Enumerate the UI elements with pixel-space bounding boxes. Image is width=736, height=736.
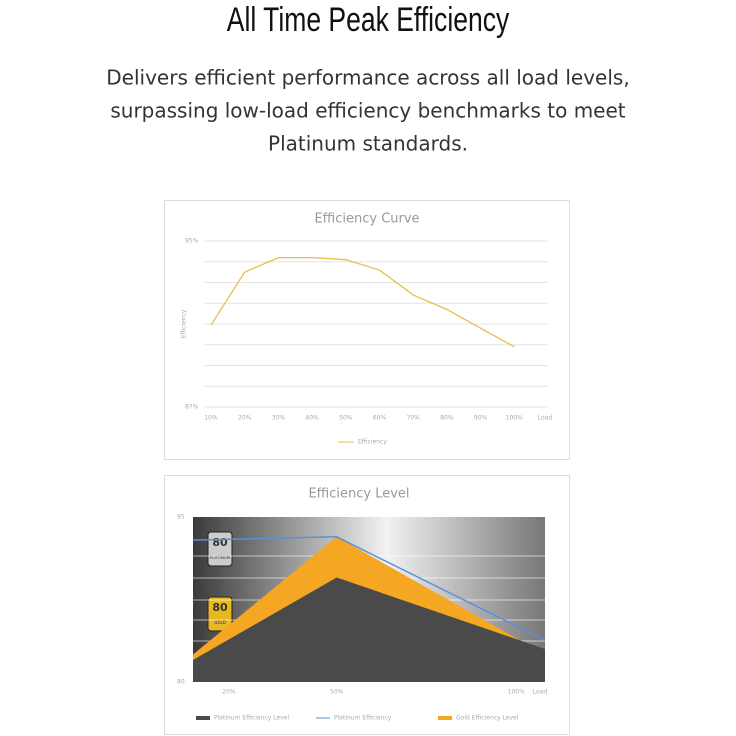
page-title: All Time Peak Efficiency	[227, 1, 510, 39]
y-tick-label: 95	[177, 514, 185, 521]
legend-label: Efficiency	[358, 439, 387, 446]
line	[210, 256, 515, 348]
x-axis-label: Load	[538, 415, 553, 422]
description-line: Delivers efficient performance across al…	[106, 66, 629, 90]
x-tick-label: 10%	[204, 415, 218, 422]
x-tick-label: 80%	[440, 415, 454, 422]
badge-number: 80	[212, 536, 228, 549]
line	[192, 536, 546, 641]
x-axis-label: Load	[533, 689, 548, 696]
description-line: Platinum standards.	[268, 132, 468, 156]
legend-label: Platinum Efficiency	[334, 715, 392, 722]
badge	[207, 596, 233, 632]
area	[193, 577, 545, 682]
x-tick-label: 50%	[339, 415, 353, 422]
x-tick-label: 70%	[407, 415, 421, 422]
badge	[207, 531, 233, 567]
chart-frame	[164, 200, 570, 460]
badge-number: 80	[212, 601, 228, 614]
badge-label: PLATINUM	[210, 555, 231, 560]
x-tick-label: 100%	[506, 415, 523, 422]
x-tick-label: 30%	[272, 415, 286, 422]
chart-title: Efficiency Curve	[314, 212, 419, 227]
description-line: surpassing low-load efficiency benchmark…	[110, 99, 625, 123]
x-tick-label: 20%	[222, 689, 236, 696]
x-tick-label: 100%	[508, 689, 525, 696]
y-tick-label: 87%	[185, 404, 199, 411]
y-axis-label: Efficiency	[181, 309, 188, 338]
x-tick-label: 40%	[305, 415, 319, 422]
x-tick-label: 60%	[373, 415, 387, 422]
legend-label: Gold Efficiency Level	[456, 715, 519, 722]
badge-label: GOLD	[214, 620, 226, 625]
chart-title: Efficiency Level	[308, 487, 409, 502]
x-tick-label: 90%	[474, 415, 488, 422]
x-tick-label: 20%	[238, 415, 252, 422]
legend-label: Platinum Efficiency Level	[214, 715, 289, 722]
x-tick-label: 50%	[330, 689, 344, 696]
y-tick-label: 95%	[185, 238, 199, 245]
y-tick-label: 80	[177, 679, 185, 686]
